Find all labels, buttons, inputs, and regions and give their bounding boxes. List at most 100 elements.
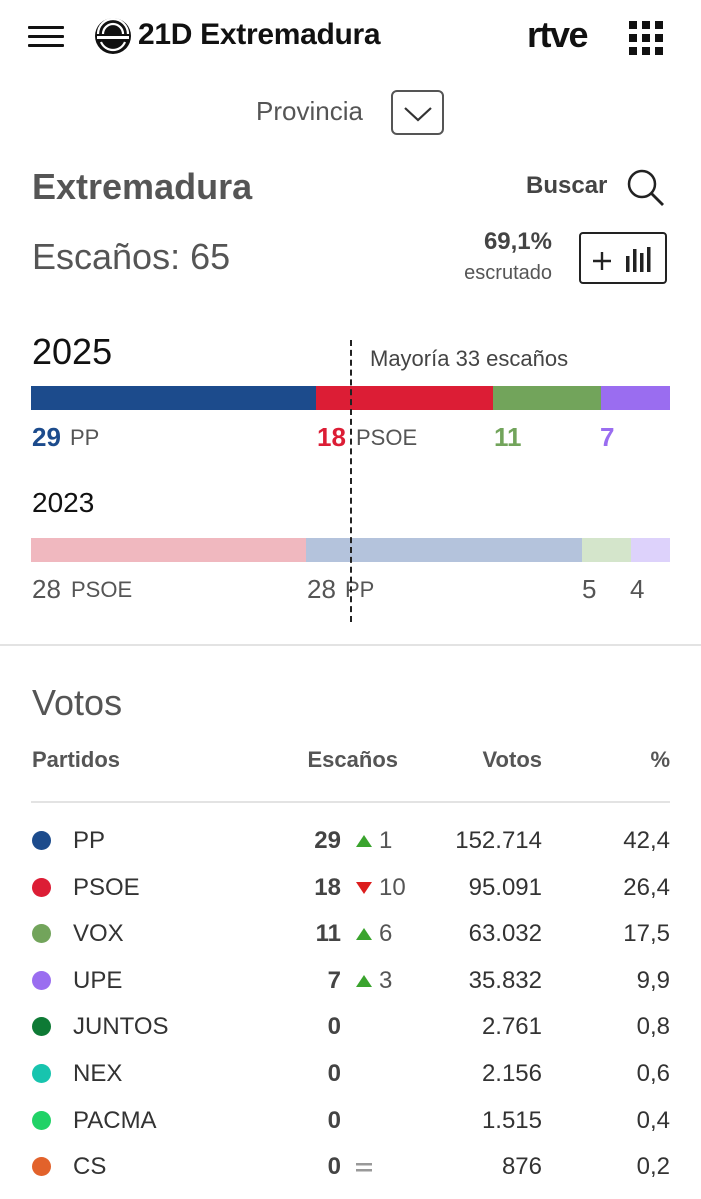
vox-seats-2023: 5: [582, 574, 597, 604]
party-color-dot: [32, 1017, 51, 1037]
party-seats: 0: [327, 1013, 341, 1041]
party-percent: 26,4: [623, 873, 670, 901]
party-seats: 18: [314, 873, 341, 901]
plus-icon: [593, 252, 611, 270]
party-votes: 63.032: [468, 920, 542, 948]
party-name: PSOE: [73, 873, 140, 901]
party-percent: 9,9: [636, 966, 670, 994]
seat-segment-upe: [630, 538, 670, 562]
vox-seats-2025: 11: [494, 422, 522, 452]
col-header-seats: Escaños: [307, 747, 399, 772]
party-name: UPE: [73, 966, 123, 994]
pp-label-2023: PP: [345, 577, 375, 602]
brand-title[interactable]: 21D Extremadura: [138, 18, 381, 51]
upe-seats-2023: 4: [630, 574, 645, 604]
votes-title: Votos: [32, 682, 123, 723]
party-color-dot: [32, 1110, 51, 1130]
rtve-logo[interactable]: rtve: [527, 14, 589, 55]
table-row[interactable]: JUNTOS 0 2.761 0,8: [0, 1004, 701, 1050]
pp-seats-2025: 29: [32, 422, 61, 452]
party-seats: 29: [314, 827, 341, 854]
party-color-dot: [32, 1157, 51, 1177]
psoe-seats-2025: 18: [317, 422, 346, 452]
party-seats: 0: [327, 1060, 341, 1087]
col-header-party: Partidos: [32, 747, 121, 772]
hamburger-icon-line: [28, 35, 64, 38]
party-color-dot: [32, 970, 51, 990]
search-button[interactable]: Buscar: [526, 172, 608, 199]
table-row[interactable]: PSOE 18 10 95.091 26,4: [0, 865, 701, 911]
party-votes: 152.714: [455, 827, 542, 854]
party-votes: 1.515: [481, 1106, 542, 1134]
province-label: Provincia: [256, 96, 363, 126]
table-row[interactable]: PP 29 1 152.714 42,4: [0, 818, 701, 864]
table-row[interactable]: NEX 0 2.156 0,6: [0, 1051, 701, 1097]
bar-chart-icon: [626, 247, 651, 272]
table-row[interactable]: VOX 11 6 63.032 17,5: [0, 911, 701, 957]
psoe-label-2023: PSOE: [71, 577, 133, 602]
party-name: PACMA: [73, 1106, 157, 1134]
party-seats: 0: [327, 1153, 341, 1181]
seat-change: 1: [379, 827, 393, 854]
party-color-dot: [32, 877, 51, 897]
party-seats: 7: [327, 966, 341, 994]
party-votes: 876: [501, 1153, 542, 1181]
down-arrow-icon: [356, 881, 372, 894]
seat-segment-vox: [493, 386, 602, 410]
party-votes: 2.156: [481, 1060, 542, 1087]
party-color-dot: [32, 924, 51, 944]
col-header-pct: %: [650, 747, 670, 772]
party-color-dot: [32, 1064, 51, 1083]
party-name: PP: [73, 827, 106, 854]
search-icon[interactable]: [626, 168, 666, 208]
upe-seats-2025: 7: [600, 422, 615, 452]
majority-line: [350, 340, 352, 622]
equal-icon: [356, 1163, 372, 1172]
seat-change: 3: [379, 966, 393, 994]
seat-change: 6: [379, 920, 393, 948]
menu-button[interactable]: [26, 22, 66, 52]
party-percent: 42,4: [623, 827, 670, 854]
pp-seats-2023: 28: [307, 574, 336, 604]
scrutiny-label: escrutado: [464, 262, 552, 284]
party-percent: 0,8: [636, 1013, 670, 1041]
party-seats: 0: [327, 1106, 341, 1134]
party-name: JUNTOS: [73, 1013, 169, 1041]
psoe-label-2025: PSOE: [356, 425, 418, 450]
party-color-dot: [32, 831, 51, 850]
table-header-line: [31, 801, 670, 803]
year-2023-label: 2023: [32, 487, 95, 518]
up-arrow-icon: [356, 974, 372, 987]
party-name: CS: [73, 1153, 107, 1181]
majority-label: Mayoría 33 escaños: [370, 346, 569, 371]
party-votes: 2.761: [481, 1013, 542, 1041]
party-votes: 95.091: [468, 873, 542, 901]
up-arrow-icon: [356, 835, 372, 847]
party-seats: 11: [315, 920, 341, 948]
party-percent: 0,2: [636, 1153, 670, 1181]
seat-segment-psoe: [316, 386, 494, 410]
table-row[interactable]: CS 0 876 0,2: [0, 1144, 701, 1190]
col-header-votes: Votos: [482, 747, 542, 772]
hemicycle-logo-icon: [95, 17, 131, 54]
table-row[interactable]: UPE 7 3 35.832 9,9: [0, 958, 701, 1004]
seats-bar-2023: [31, 538, 670, 562]
scrutiny-percent: 69,1%: [483, 228, 552, 255]
up-arrow-icon: [356, 928, 372, 941]
expand-chart-button[interactable]: [579, 232, 667, 284]
pp-label-2025: PP: [70, 425, 100, 450]
hamburger-icon: [28, 26, 64, 29]
hamburger-icon-line: [28, 44, 64, 47]
chevron-down-icon: [404, 107, 432, 122]
party-percent: 0,6: [636, 1060, 670, 1087]
seat-segment-pp: [31, 386, 317, 410]
table-row[interactable]: PACMA 0 1.515 0,4: [0, 1098, 701, 1144]
party-name: NEX: [73, 1060, 123, 1087]
province-dropdown-button[interactable]: [391, 90, 444, 135]
seat-segment-pp: [306, 538, 582, 562]
seats-bar-2025: [31, 386, 670, 410]
seat-segment-upe: [601, 386, 670, 410]
seat-change: 10: [379, 873, 406, 901]
apps-grid-icon[interactable]: [629, 21, 663, 55]
party-name: VOX: [73, 920, 124, 948]
